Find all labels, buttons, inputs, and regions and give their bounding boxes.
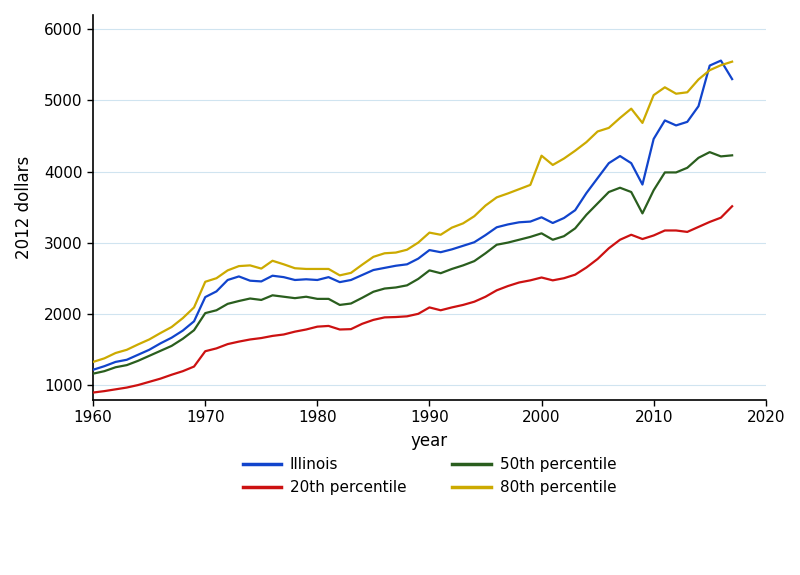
X-axis label: year: year bbox=[411, 432, 448, 450]
Y-axis label: 2012 dollars: 2012 dollars bbox=[15, 156, 33, 259]
Legend: Illinois, 20th percentile, 50th percentile, 80th percentile: Illinois, 20th percentile, 50th percenti… bbox=[242, 457, 616, 495]
